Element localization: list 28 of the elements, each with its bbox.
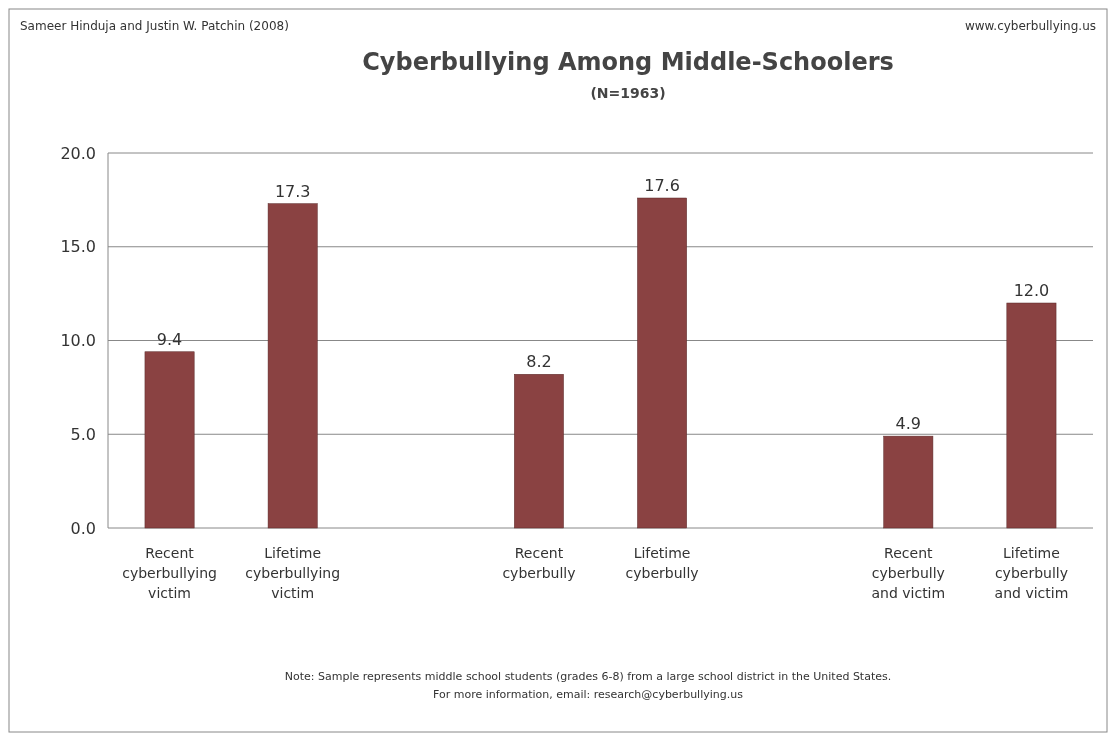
data-label: 17.6 [644,176,680,195]
bar [267,203,318,529]
text: Sameer Hinduja and Justin W. Patchin (2008) [20,19,289,33]
bar [1006,302,1057,529]
bar [883,435,934,529]
data-label: 12.0 [1013,281,1050,300]
x-tick-label: Recent cyberbully and victim [871,545,946,601]
text: www.cyberbullying.us [964,19,1096,33]
data-label: 8.2 [526,352,552,372]
bar [637,197,687,529]
bar [144,351,195,529]
y-tick-label: 0.0 [70,518,96,538]
y-tick-label: 5.0 [70,424,96,444]
data-label: 4.9 [895,414,922,434]
data-label: 17.3 [274,181,311,201]
x-tick-label: Recent cyberbullying victim [122,545,217,601]
text: Note: Sample represents middle school students (grades 6-8) from a large school district in the United States. [284,670,892,683]
y-tick-label: 10.0 [60,331,96,351]
text: For more information, email: research@cyberbullying.us [433,688,744,701]
y-tick-label: 15.0 [60,237,96,257]
x-tick-label: Lifetime cyberbully [625,545,699,581]
x-tick-label: Recent cyberbully [502,545,576,581]
chart-title: Cyberbullying Among Middle-Schoolers [362,48,894,76]
x-tick-label: Lifetime cyberbully and victim [994,545,1069,601]
bar [514,374,564,529]
x-tick-label: Lifetime cyberbullying victim [245,545,341,601]
chart-subtitle: (N=1963) [590,85,666,101]
y-tick-label: 20.0 [60,143,96,163]
